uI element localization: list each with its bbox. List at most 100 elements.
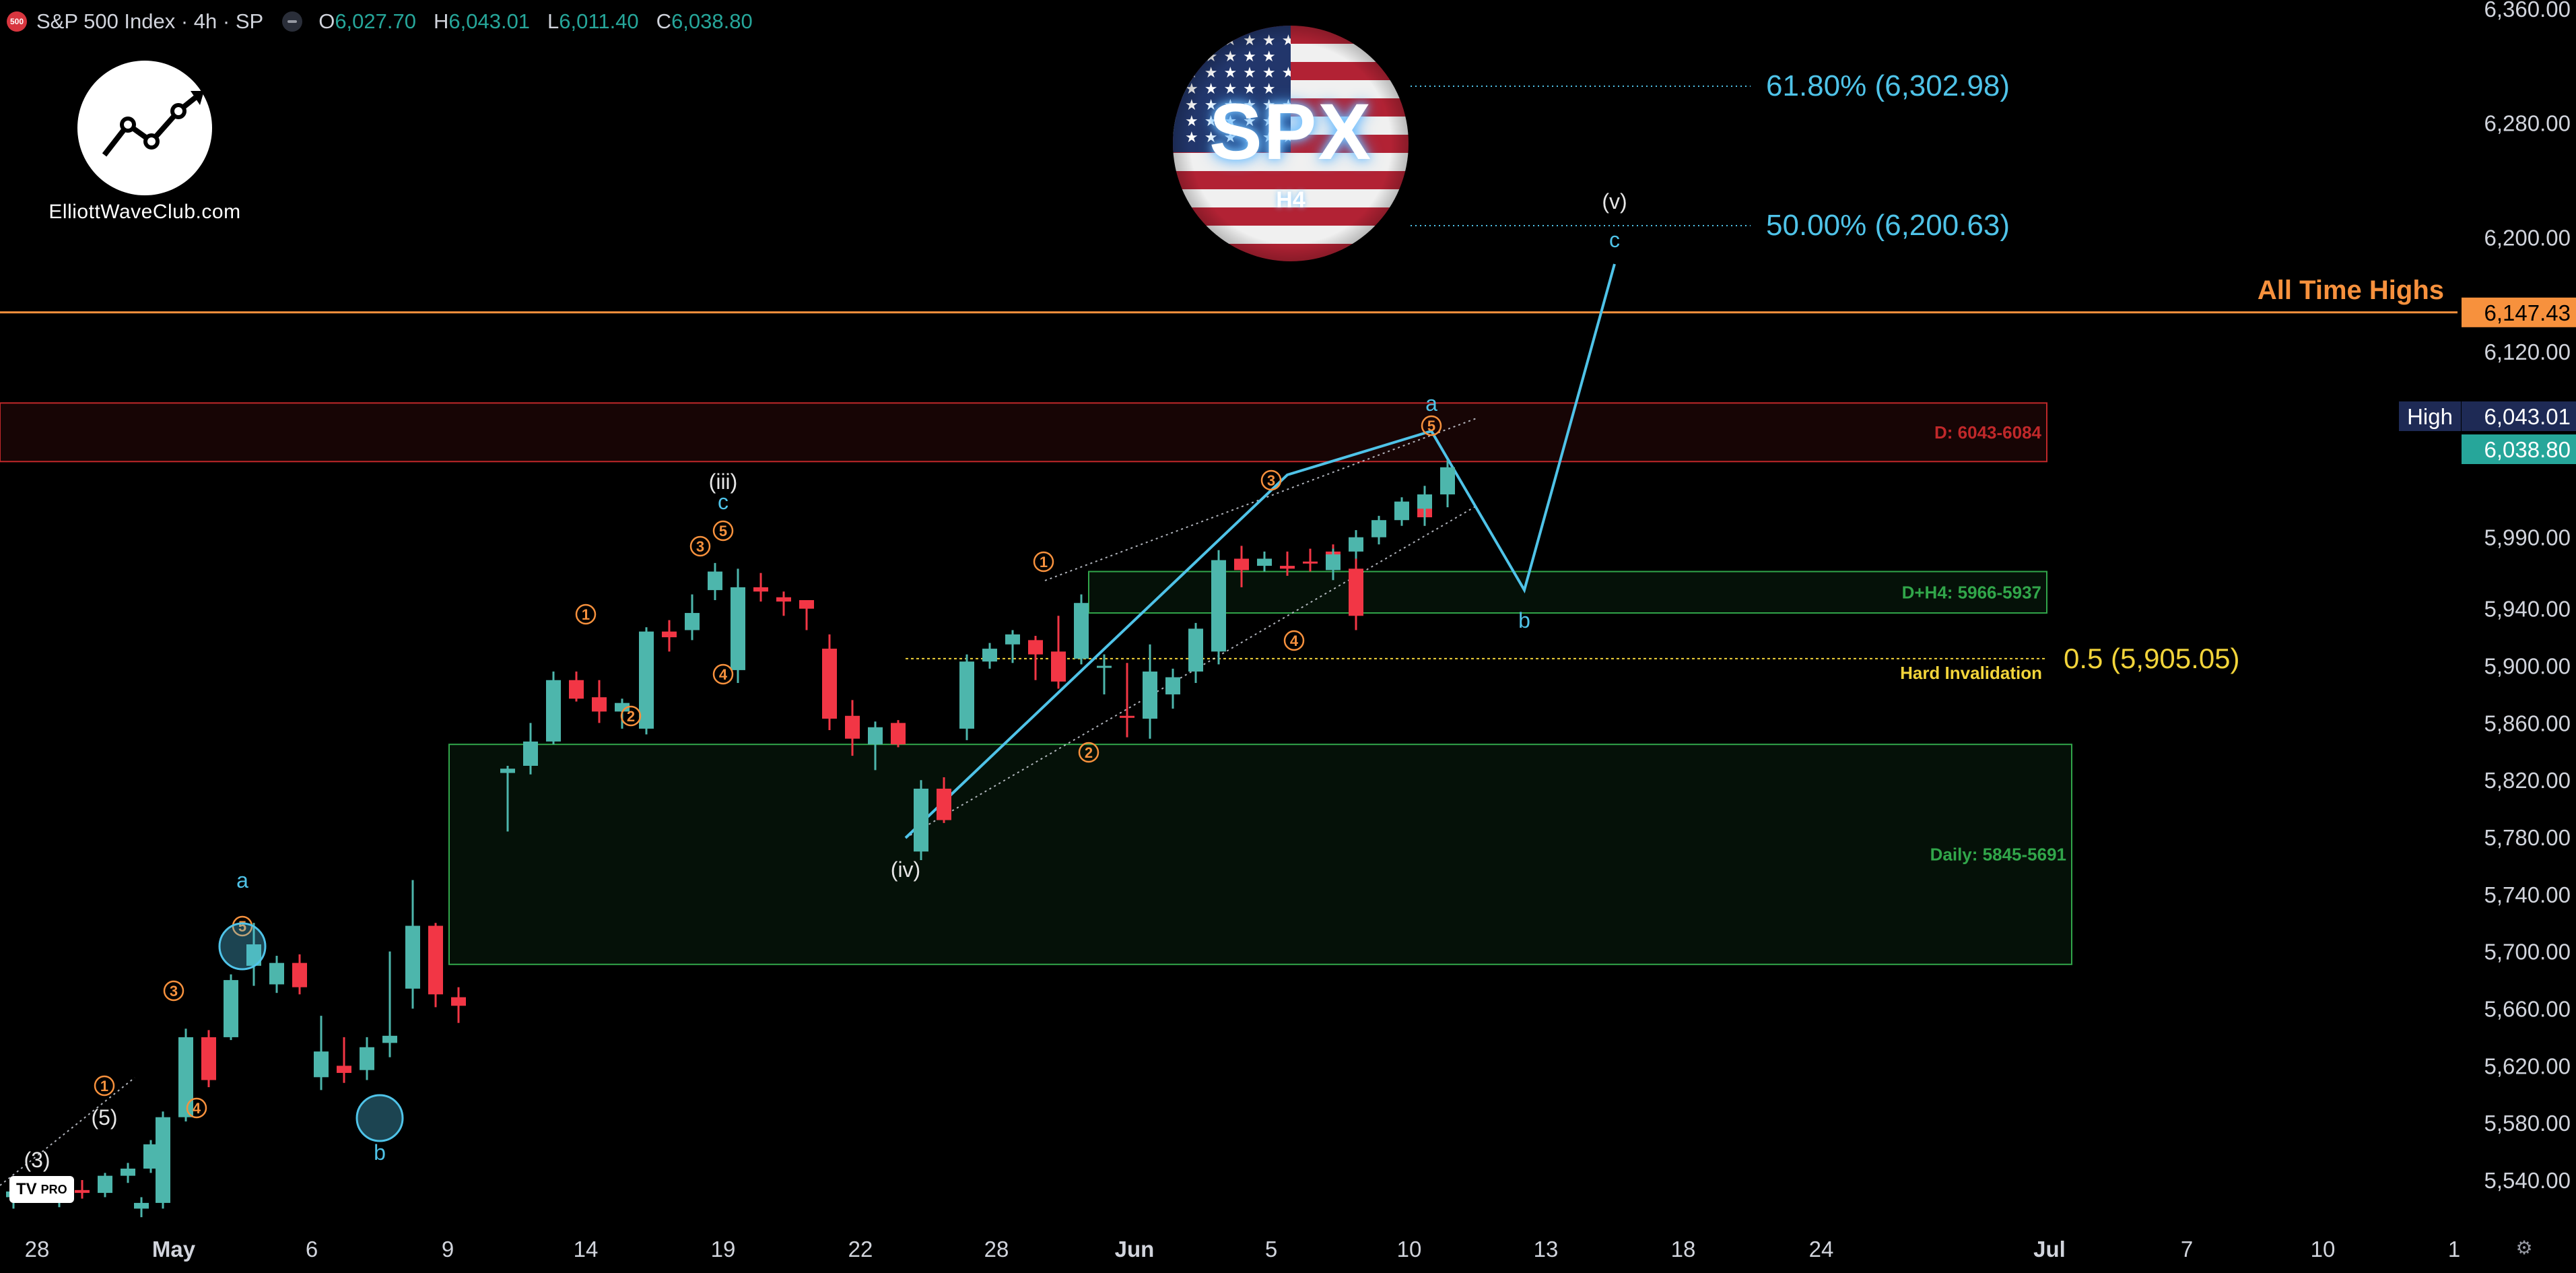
y-axis-label: 5,990.00 — [2484, 525, 2571, 550]
wave-count-circle — [186, 1097, 207, 1119]
fib-label: 61.80% (6,302.98) — [1766, 69, 2010, 102]
wave-label: a — [236, 868, 248, 892]
symbol-badge[interactable]: 500 — [7, 11, 27, 32]
candle-body — [685, 613, 700, 630]
y-axis-label: 5,820.00 — [2484, 768, 2571, 793]
y-axis-label: 5,580.00 — [2484, 1111, 2571, 1136]
candle-body — [1440, 467, 1455, 495]
candle-body — [405, 925, 420, 989]
channel-line — [1044, 418, 1477, 581]
zone-label: D+H4: 5966-5937 — [1902, 582, 2041, 602]
tradingview-pro-badge[interactable]: TV PRO — [9, 1176, 74, 1203]
wave-count-circle — [712, 520, 734, 542]
candle-body — [1326, 554, 1341, 570]
candle-body — [731, 587, 745, 670]
wave-label: (3) — [24, 1148, 50, 1172]
candle-body — [224, 980, 238, 1037]
candle-body — [314, 1051, 329, 1078]
wave-count-label: 5 — [1427, 418, 1435, 434]
wave-count-circle — [712, 663, 734, 685]
candle-body — [1051, 651, 1066, 682]
y-axis-label: 5,540.00 — [2484, 1168, 2571, 1193]
x-axis-label: Jun — [1115, 1237, 1155, 1262]
x-axis-label: 24 — [1809, 1237, 1834, 1262]
candle-body — [451, 997, 466, 1006]
wave-count-circle — [1078, 742, 1099, 763]
y-axis-label: 5,900.00 — [2484, 654, 2571, 679]
candle-body — [1143, 672, 1157, 719]
spx-badge-title: SPX — [1209, 88, 1373, 176]
wave-count-label: 5 — [238, 918, 246, 935]
gear-icon[interactable]: ⚙ — [2515, 1237, 2533, 1258]
collapse-icon[interactable] — [282, 11, 303, 32]
wave-count-label: 1 — [100, 1078, 108, 1095]
x-axis-label: 9 — [442, 1237, 454, 1262]
candle-body — [1394, 501, 1409, 521]
spx-badge-subtitle: H4 — [1276, 187, 1306, 213]
wave-label: a — [1425, 391, 1437, 416]
ath-label: All Time Highs — [2258, 275, 2444, 305]
wave-count-label: 3 — [170, 983, 178, 1000]
candle-body — [382, 1035, 397, 1043]
wave-a-highlight — [218, 922, 267, 971]
candle-body — [569, 680, 584, 699]
candle-body — [75, 1189, 90, 1194]
candle-body — [246, 944, 261, 966]
wave-count-label: 3 — [1267, 472, 1275, 489]
ohlc-low: L6,011.40 — [547, 9, 639, 33]
wave-label: (v) — [1602, 189, 1627, 214]
fib-label: 50.00% (6,200.63) — [1766, 209, 2010, 242]
wave-label: (iii) — [709, 469, 738, 494]
pro-label: PRO — [40, 1182, 67, 1196]
candle-body — [143, 1144, 158, 1169]
y-axis-label: 6,280.00 — [2484, 111, 2571, 136]
ohlc-close: C6,038.80 — [656, 9, 753, 33]
wave-count-label: 4 — [193, 1100, 201, 1117]
ath-price-tag-value: 6,147.43 — [2484, 300, 2571, 325]
wave-count-label: 1 — [582, 606, 590, 623]
candle-body — [428, 925, 443, 995]
candle-body — [639, 631, 654, 729]
hard-invalidation-label: Hard Invalidation — [1900, 663, 2042, 683]
candle-body — [845, 715, 860, 739]
invalidation-level-label: 0.5 (5,905.05) — [2064, 643, 2240, 674]
y-axis-label: 5,660.00 — [2484, 997, 2571, 1022]
zone-box — [1088, 570, 2047, 614]
y-axis-label: 6,360.00 — [2484, 0, 2571, 22]
close-price-tag — [2462, 434, 2576, 464]
channel-line — [905, 505, 1477, 839]
chart-header: 500 S&P 500 Index · 4h · SP O6,027.70 H6… — [7, 9, 761, 34]
ohlc-high: H6,043.01 — [433, 9, 531, 33]
candle-body — [98, 1175, 112, 1194]
zone-label: Daily: 5845-5691 — [1930, 844, 2066, 864]
x-axis-label: 19 — [711, 1237, 736, 1262]
wave-count-circle — [575, 603, 597, 625]
x-axis-label: 14 — [574, 1237, 599, 1262]
candle-body — [360, 1047, 374, 1070]
candle-body — [337, 1066, 351, 1073]
candle-body — [1371, 520, 1386, 537]
y-axis-label: 6,120.00 — [2484, 339, 2571, 364]
x-axis-label: 7 — [2181, 1237, 2193, 1262]
tv-logo-icon: TV — [16, 1180, 37, 1198]
candle-body — [156, 1117, 170, 1203]
candle-body — [1028, 640, 1043, 655]
candle-body — [776, 597, 791, 602]
zone-box — [448, 744, 2072, 965]
symbol-title[interactable]: S&P 500 Index · 4h · SP — [36, 9, 264, 33]
x-axis-label: 13 — [1534, 1237, 1559, 1262]
wave-count-circle — [94, 1075, 115, 1097]
wave-count-circle — [1283, 630, 1305, 651]
wave-label: (5) — [91, 1105, 117, 1130]
y-axis-label: 6,200.00 — [2484, 225, 2571, 250]
candle-body — [1211, 560, 1226, 652]
candle-body — [1349, 537, 1363, 552]
wave-count-circle — [1033, 551, 1054, 573]
candle-body — [523, 741, 538, 766]
x-axis-label: 18 — [1671, 1237, 1696, 1262]
wave-label: (iv) — [891, 857, 920, 882]
wave-count-circle — [1421, 415, 1442, 436]
y-axis-label: 5,860.00 — [2484, 711, 2571, 736]
wave-path — [904, 263, 1616, 839]
